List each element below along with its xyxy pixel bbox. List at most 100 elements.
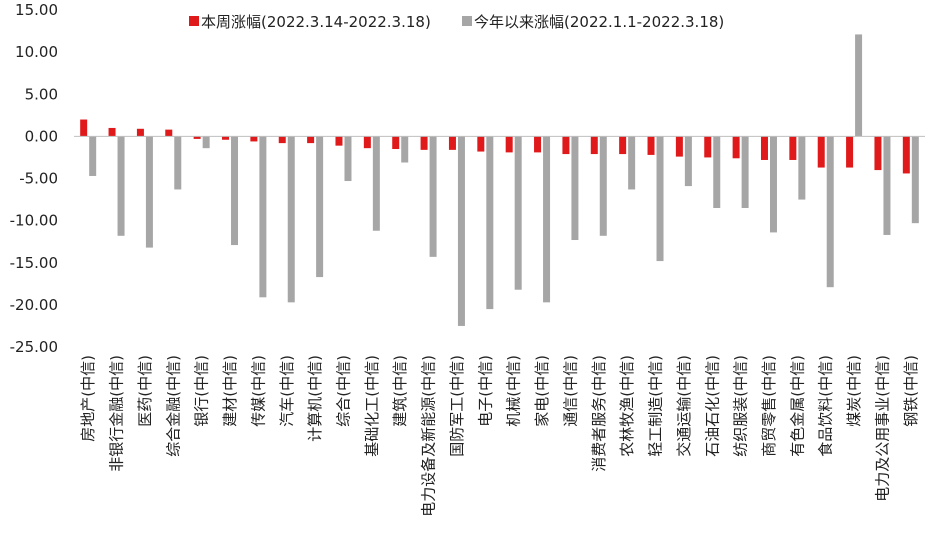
- bar-weekly: [874, 136, 882, 171]
- category-label: 机械(中信): [505, 355, 523, 427]
- bar-weekly: [562, 136, 570, 155]
- bar-ytd: [656, 136, 664, 262]
- y-tick-label: 10.00: [15, 43, 58, 61]
- bar-ytd: [259, 136, 267, 298]
- category-label: 国防军工(中信): [448, 355, 466, 457]
- bar-ytd: [769, 136, 777, 233]
- category-label: 基础化工(中信): [363, 355, 381, 457]
- bar-weekly: [307, 136, 315, 144]
- bar-ytd: [457, 136, 465, 326]
- bar-weekly: [732, 136, 740, 159]
- bar-ytd: [89, 136, 97, 176]
- bar-weekly: [590, 136, 598, 155]
- bar-ytd: [543, 136, 551, 303]
- category-label: 综合(中信): [334, 355, 352, 427]
- bar-ytd: [372, 136, 380, 231]
- category-label: 电子(中信): [476, 355, 494, 427]
- category-label: 食品饮料(中信): [817, 355, 835, 457]
- bar-weekly: [619, 136, 627, 155]
- bar-ytd: [798, 136, 806, 200]
- category-label: 交通运输(中信): [675, 355, 693, 457]
- category-label: 非银行金融(中信): [108, 355, 126, 472]
- bar-weekly: [534, 136, 542, 153]
- y-tick-label: 15.00: [15, 1, 58, 19]
- y-tick-label: -10.00: [10, 212, 58, 230]
- bar-ytd: [713, 136, 721, 208]
- bars: [80, 34, 919, 326]
- y-tick-label: -20.00: [10, 296, 58, 314]
- bar-weekly: [222, 136, 230, 140]
- y-tick-label: -25.00: [10, 338, 58, 356]
- category-label: 电力及公用事业(中信): [873, 355, 891, 502]
- bar-ytd: [344, 136, 352, 182]
- category-label: 建材(中信): [221, 355, 239, 427]
- bar-weekly: [420, 136, 428, 150]
- bar-ytd: [429, 136, 437, 257]
- legend-swatch-ytd: [462, 16, 472, 26]
- bar-ytd: [883, 136, 891, 235]
- bar-weekly: [193, 136, 201, 139]
- bar-weekly: [448, 136, 456, 150]
- legend-label-weekly: 本周涨幅(2022.3.14-2022.3.18): [201, 13, 431, 31]
- y-tick-label: -5.00: [19, 170, 58, 188]
- bar-ytd: [855, 34, 863, 137]
- bar-weekly: [80, 119, 88, 137]
- category-label: 传媒(中信): [249, 355, 267, 427]
- bar-weekly: [902, 136, 910, 174]
- bar-weekly: [278, 136, 286, 144]
- bar-ytd: [826, 136, 834, 288]
- category-label: 银行(中信): [193, 355, 211, 427]
- bar-ytd: [202, 136, 210, 149]
- category-label: 家电(中信): [533, 355, 551, 427]
- category-labels: 房地产(中信) 非银行金融(中信) 医药(中信) 综合金融(中信) 银行(中信) 建材(中…: [79, 355, 920, 517]
- bar-ytd: [911, 136, 919, 224]
- category-label: 农林牧渔(中信): [618, 355, 636, 457]
- bar-weekly: [392, 136, 400, 150]
- bar-weekly: [477, 136, 485, 152]
- bar-weekly: [335, 136, 343, 146]
- bar-weekly: [136, 128, 144, 137]
- category-label: 纺织服装(中信): [732, 355, 750, 457]
- category-label: 房地产(中信): [79, 355, 97, 442]
- bar-weekly: [363, 136, 371, 149]
- y-tick-label: 0.00: [25, 127, 58, 145]
- y-tick-label: 5.00: [25, 85, 58, 103]
- bar-ytd: [231, 136, 239, 246]
- legend-swatch-weekly: [189, 16, 199, 26]
- bar-ytd: [145, 136, 153, 248]
- y-tick-label: -15.00: [10, 254, 58, 272]
- category-label: 建筑(中信): [391, 355, 409, 427]
- legend: 本周涨幅(2022.3.14-2022.3.18) 今年以来涨幅(2022.1.…: [189, 13, 724, 31]
- bar-ytd: [741, 136, 749, 208]
- bar-ytd: [287, 136, 295, 303]
- category-label: 电力设备及新能源(中信): [420, 355, 438, 517]
- bar-weekly: [250, 136, 258, 142]
- bar-ytd: [571, 136, 579, 241]
- bar-weekly: [704, 136, 712, 158]
- bar-weekly: [846, 136, 854, 168]
- bar-weekly: [647, 136, 655, 155]
- category-label: 计算机(中信): [306, 355, 324, 442]
- bar-weekly: [505, 136, 513, 153]
- category-label: 钢铁(中信): [902, 355, 920, 427]
- bar-ytd: [316, 136, 324, 278]
- bar-ytd: [684, 136, 692, 187]
- category-label: 综合金融(中信): [164, 355, 182, 457]
- category-label: 医药(中信): [136, 355, 154, 427]
- category-label: 轻工制造(中信): [647, 355, 665, 457]
- bar-ytd: [514, 136, 522, 290]
- category-label: 消费者服务(中信): [590, 355, 608, 472]
- bar-weekly: [675, 136, 683, 157]
- bar-ytd: [401, 136, 409, 163]
- bar-weekly: [165, 129, 173, 137]
- category-label: 汽车(中信): [278, 355, 296, 427]
- bar-ytd: [628, 136, 636, 190]
- bar-ytd: [117, 136, 125, 236]
- category-label: 煤炭(中信): [845, 355, 863, 427]
- bar-ytd: [174, 136, 182, 190]
- bar-ytd: [486, 136, 494, 310]
- bar-weekly: [760, 136, 768, 160]
- bar-ytd: [599, 136, 607, 236]
- bar-weekly: [108, 127, 116, 137]
